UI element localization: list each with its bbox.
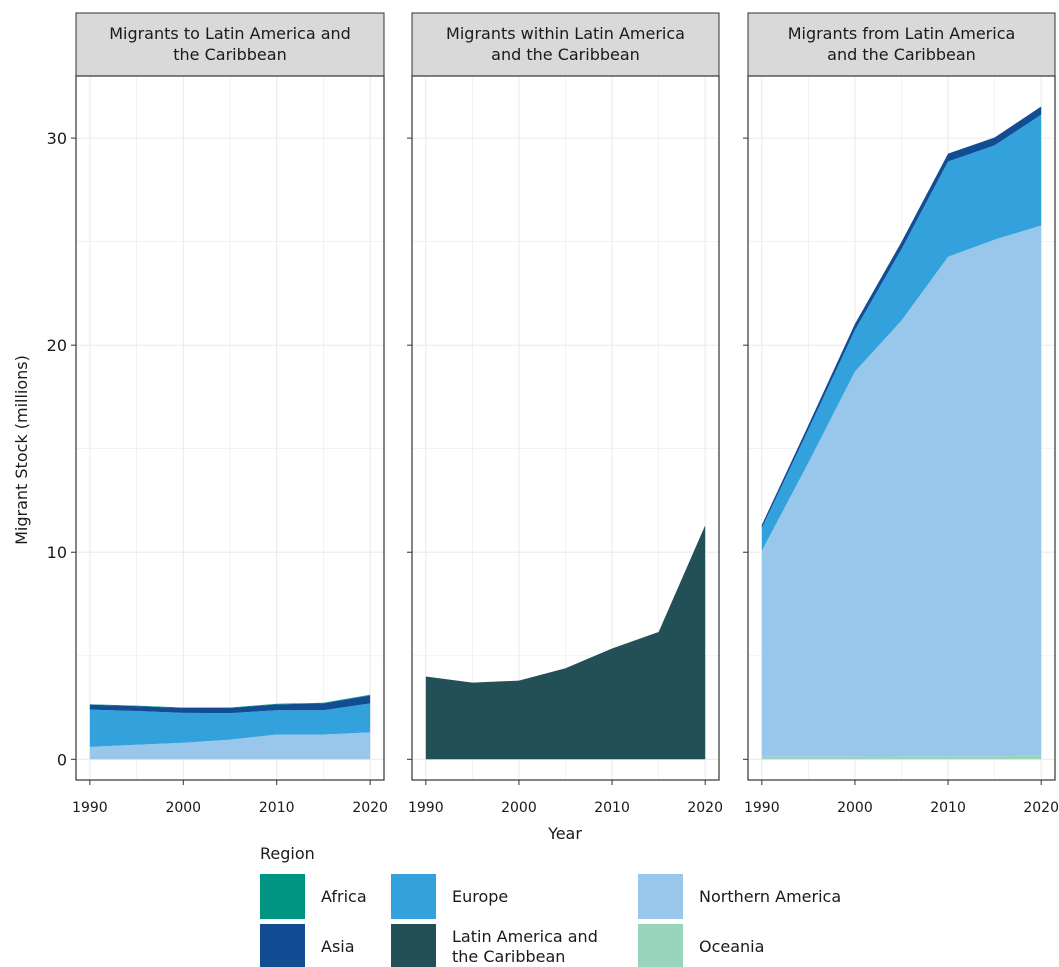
facet-to: Migrants to Latin America and the Caribbe… xyxy=(47,12,388,816)
area-europe xyxy=(89,703,371,747)
y-tick-label: 30 xyxy=(47,129,67,148)
legend-swatch xyxy=(391,874,436,919)
facet-title-line: and the Caribbean xyxy=(827,45,976,64)
stacked-areas xyxy=(89,694,371,760)
panel-border xyxy=(75,75,385,781)
legend-label: Asia xyxy=(321,937,355,956)
facet-title-line: Migrants to Latin America and xyxy=(109,24,351,43)
x-tick-label: 2010 xyxy=(594,800,630,816)
legend-item-asia: Asia xyxy=(260,924,355,967)
legend-item-oceania: Oceania xyxy=(638,924,764,967)
facet-strip xyxy=(747,12,1056,77)
area-northern-america xyxy=(89,732,371,760)
legend-label: Europe xyxy=(452,887,508,906)
y-tick-label: 20 xyxy=(47,336,67,355)
facet-strip xyxy=(411,12,720,77)
stacked-areas xyxy=(761,106,1042,760)
legend-swatch xyxy=(638,874,683,919)
area-asia xyxy=(89,695,371,714)
x-tick-label: 2020 xyxy=(352,800,388,816)
facet-title-line: Migrants from Latin America xyxy=(788,24,1016,43)
area-europe xyxy=(761,114,1042,551)
legend-item-northern-america: Northern America xyxy=(638,874,841,919)
legend-swatch xyxy=(260,874,305,919)
panel-border xyxy=(411,75,720,781)
facet-strip xyxy=(75,12,385,77)
facet-title-line: and the Caribbean xyxy=(491,45,640,64)
x-tick-label: 1990 xyxy=(408,800,444,816)
facet-within: Migrants within Latin America and the Car… xyxy=(407,12,723,816)
x-tick-label: 2020 xyxy=(1023,800,1059,816)
panel-border xyxy=(747,75,1056,781)
area-northern-america xyxy=(761,225,1042,757)
gridlines xyxy=(76,76,384,780)
x-tick-label: 2010 xyxy=(259,800,295,816)
gridlines xyxy=(412,76,719,780)
legend-label: Northern America xyxy=(699,887,841,906)
area-oceania xyxy=(761,755,1042,760)
stacked-areas xyxy=(425,525,706,760)
y-tick-label: 10 xyxy=(47,543,67,562)
legend-item-europe: Europe xyxy=(391,874,508,919)
legend-title: Region xyxy=(260,844,315,863)
facet-title-line: the Caribbean xyxy=(173,45,286,64)
legend-swatch xyxy=(260,924,305,967)
facet-from: Migrants from Latin America and the Carib… xyxy=(743,12,1059,816)
legend-item-africa: Africa xyxy=(260,874,367,919)
legend-label: Oceania xyxy=(699,937,764,956)
x-tick-label: 1990 xyxy=(72,800,108,816)
area-latin-america-and-the-caribbean xyxy=(425,525,706,760)
legend-label: Africa xyxy=(321,887,367,906)
x-tick-label: 2000 xyxy=(501,800,537,816)
x-tick-label: 2000 xyxy=(837,800,873,816)
legend-label: the Caribbean xyxy=(452,947,565,966)
x-tick-label: 1990 xyxy=(744,800,780,816)
x-tick-label: 2020 xyxy=(687,800,723,816)
x-tick-label: 2000 xyxy=(165,800,201,816)
x-tick-label: 2010 xyxy=(930,800,966,816)
legend-swatch xyxy=(638,924,683,967)
legend-label: Latin America and xyxy=(452,927,598,946)
y-axis-title: Migrant Stock (millions) xyxy=(12,355,31,545)
x-axis-title: Year xyxy=(547,824,582,843)
y-tick-label: 0 xyxy=(57,750,67,769)
facet-title-line: Migrants within Latin America xyxy=(446,24,685,43)
legend-swatch xyxy=(391,924,436,967)
